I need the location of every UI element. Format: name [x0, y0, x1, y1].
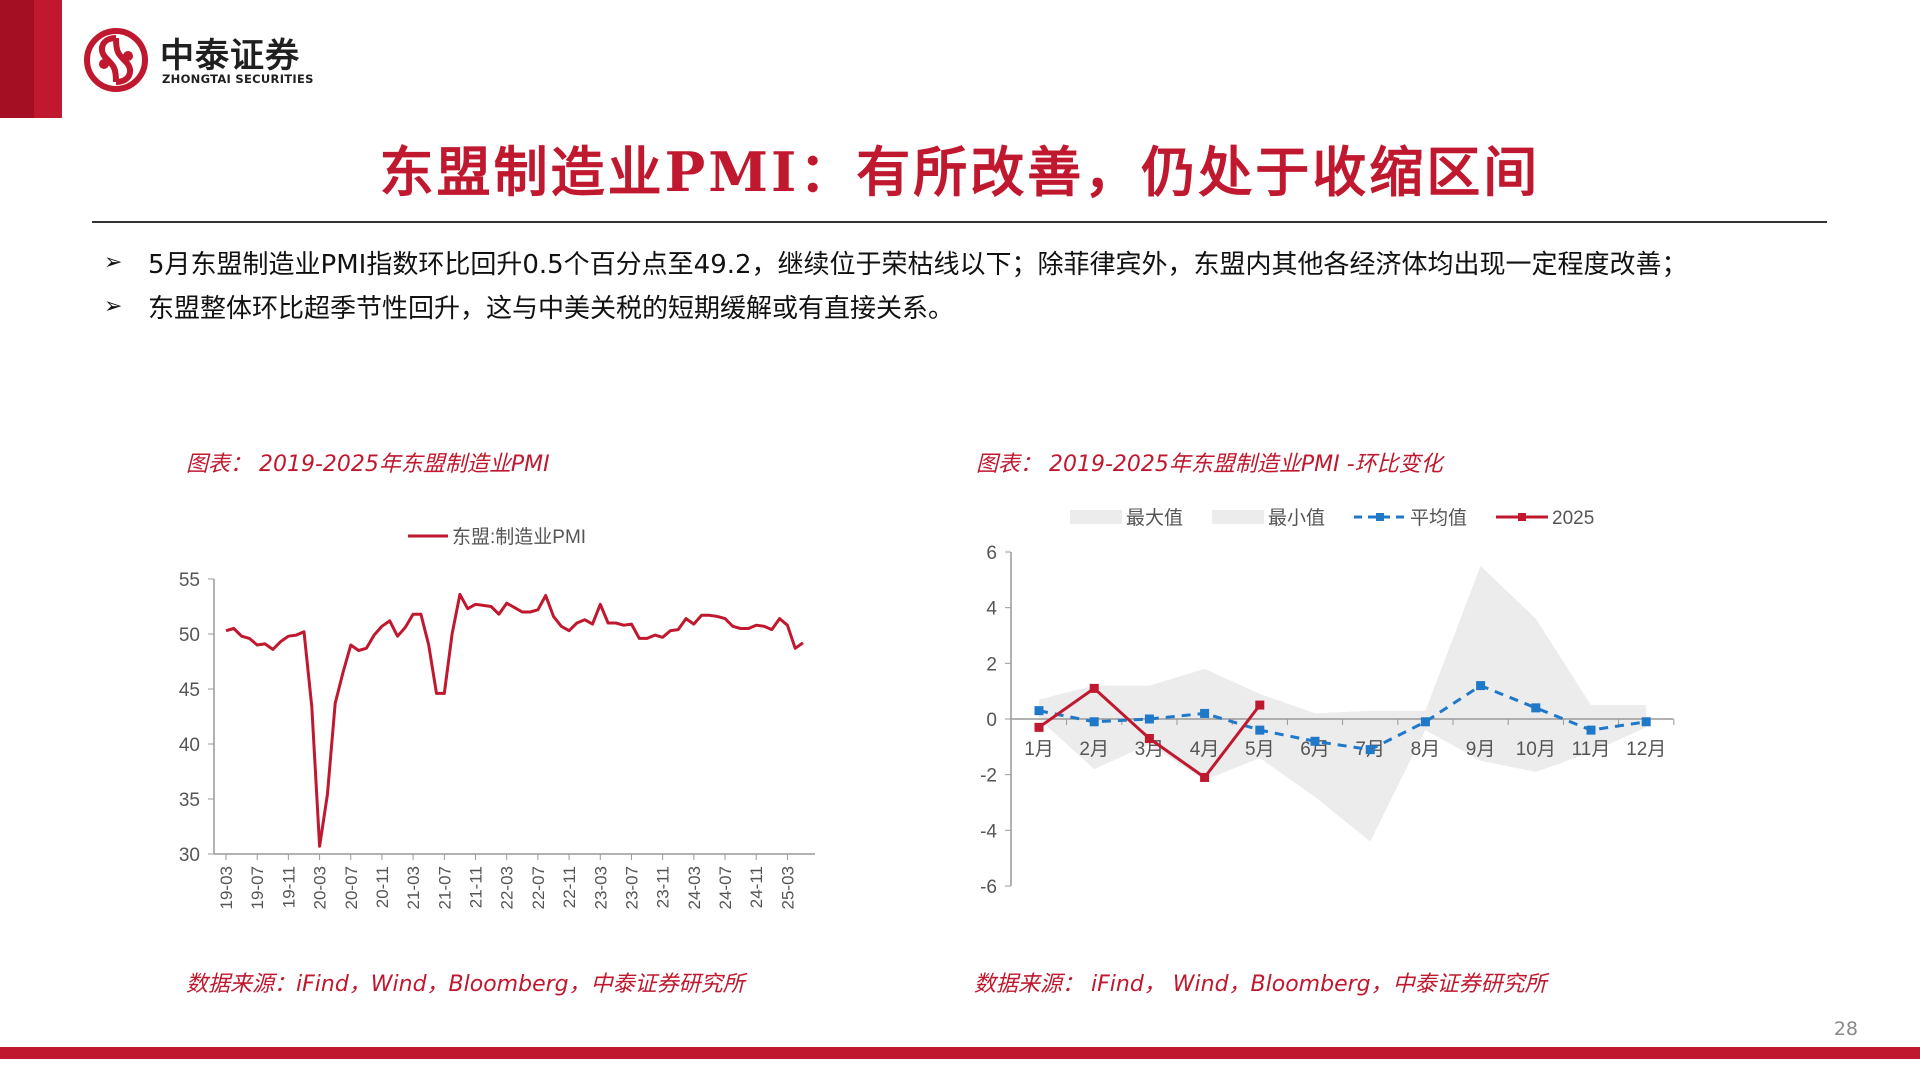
x-tick-label: 23-11: [654, 866, 673, 908]
brand-logo: 中泰证券 ZHONGTAI SECURITIES: [84, 28, 344, 92]
y-tick-label: 0: [986, 710, 997, 731]
y-tick-label: -4: [980, 821, 997, 842]
range-band: [1039, 565, 1647, 842]
point-avg: [1200, 708, 1210, 718]
point-avg: [1310, 736, 1320, 746]
point-avg: [1586, 725, 1596, 735]
x-tick-label: 22-07: [529, 866, 548, 909]
chart2-caption: 图表： 2019-2025年东盟制造业PMI -环比变化: [976, 452, 1443, 477]
x-tick-label: 24-11: [747, 866, 766, 908]
legend-label-2025: 2025: [1552, 508, 1594, 529]
series-line-pmi: [225, 592, 804, 848]
chart1-caption: 图表： 2019-2025年东盟制造业PMI: [186, 452, 550, 477]
chart2-source: 数据来源： iFind， Wind，Bloomberg，中泰证券研究所: [974, 972, 1547, 997]
x-tick-label: 20-11: [373, 866, 392, 908]
x-tick-label: 21-11: [467, 866, 486, 908]
legend-label-max: 最大值: [1126, 507, 1183, 529]
x-tick-label: 10月: [1516, 739, 1556, 760]
point-avg: [1531, 703, 1541, 713]
brand-name-en: ZHONGTAI SECURITIES: [162, 72, 314, 86]
x-tick-label: 2月: [1079, 739, 1109, 760]
x-tick-label: 5月: [1245, 739, 1275, 760]
brand-mark-icon: [84, 28, 148, 92]
pmi-mom-chart: 最大值最小值平均值2025-6-4-202461月2月3月4月5月6月7月8月9…: [980, 507, 1675, 898]
y-tick-label: 45: [179, 680, 200, 701]
point-2025: [1200, 772, 1210, 782]
point-avg: [1420, 717, 1430, 727]
footer-bar: [0, 1047, 1920, 1059]
y-tick-label: 30: [179, 845, 200, 866]
point-avg: [1034, 706, 1044, 716]
legend-swatch-max: [1070, 510, 1122, 524]
legend-swatch-min: [1212, 510, 1264, 524]
x-tick-label: 24-07: [716, 866, 735, 909]
bullet-item: ➢ 5月东盟制造业PMI指数环比回升0.5个百分点至49.2，继续位于荣枯线以下…: [104, 240, 1688, 284]
bullet-text: 5月东盟制造业PMI指数环比回升0.5个百分点至49.2，继续位于荣枯线以下；除…: [148, 249, 1688, 280]
x-tick-label: 23-03: [591, 866, 610, 909]
x-tick-label: 20-07: [342, 866, 361, 909]
x-tick-label: 9月: [1466, 739, 1496, 760]
point-2025: [1089, 683, 1099, 693]
y-tick-label: -6: [980, 877, 997, 898]
arrow-bullet-icon: ➢: [104, 293, 123, 319]
y-tick-label: 35: [179, 790, 200, 811]
x-tick-label: 20-03: [311, 866, 330, 909]
page-number: 28: [1833, 1018, 1858, 1040]
point-avg: [1641, 717, 1651, 727]
legend-marker-2025: [1518, 513, 1526, 521]
x-tick-label: 22-03: [498, 866, 517, 909]
x-tick-label: 6月: [1300, 739, 1330, 760]
corner-accent-bar: [0, 0, 34, 118]
x-tick-label: 23-07: [622, 866, 641, 909]
bullet-text: 东盟整体环比超季节性回升，这与中美关税的短期缓解或有直接关系。: [148, 293, 955, 324]
y-tick-label: 40: [179, 735, 200, 756]
slide-title: 东盟制造业PMI：有所改善，仍处于收缩区间: [379, 140, 1541, 204]
arrow-bullet-icon: ➢: [104, 249, 123, 275]
y-tick-label: 55: [179, 570, 200, 591]
y-tick-label: 2: [986, 654, 997, 675]
legend-marker-avg: [1376, 513, 1384, 521]
x-tick-label: 21-03: [404, 866, 423, 909]
legend-label-min: 最小值: [1268, 507, 1325, 529]
x-tick-label: 21-07: [435, 866, 454, 909]
x-tick-label: 19-07: [248, 866, 267, 909]
point-avg: [1089, 717, 1099, 727]
point-2025: [1034, 722, 1044, 732]
y-tick-label: 50: [179, 625, 200, 646]
point-avg: [1255, 725, 1265, 735]
legend-label-pmi: 东盟:制造业PMI: [452, 526, 586, 548]
legend-label-avg: 平均值: [1410, 507, 1467, 529]
corner-accent-bar-light: [34, 0, 62, 118]
x-tick-label: 19-03: [217, 866, 236, 909]
bullet-item: ➢ 东盟整体环比超季节性回升，这与中美关税的短期缓解或有直接关系。: [104, 284, 1688, 328]
x-tick-label: 8月: [1411, 739, 1441, 760]
chart1-source: 数据来源：iFind，Wind，Bloomberg，中泰证券研究所: [186, 972, 745, 997]
bullet-list: ➢ 5月东盟制造业PMI指数环比回升0.5个百分点至49.2，继续位于荣枯线以下…: [104, 240, 1688, 328]
x-tick-label: 1月: [1024, 739, 1054, 760]
x-tick-label: 25-03: [778, 866, 797, 909]
x-tick-label: 22-11: [560, 866, 579, 908]
y-tick-label: 4: [986, 599, 997, 620]
brand-name-cn: 中泰证券: [160, 36, 300, 76]
y-tick-label: -2: [980, 766, 997, 787]
pmi-line-chart: 东盟:制造业PMI 30 35 40 45 50 55 19-03 19-07 19-11 20-0…: [179, 526, 815, 909]
x-tick-label: 12月: [1626, 739, 1666, 760]
point-avg: [1144, 714, 1154, 724]
y-tick-label: 6: [986, 543, 997, 564]
x-tick-label: 4月: [1190, 739, 1220, 760]
x-tick-label: 11月: [1572, 739, 1611, 760]
point-2025: [1255, 700, 1265, 710]
x-tick-label: 24-03: [685, 866, 704, 909]
point-avg: [1476, 681, 1486, 691]
title-divider: [92, 221, 1827, 223]
point-2025: [1144, 733, 1154, 743]
x-tick-label: 19-11: [279, 866, 298, 908]
series-line-avg: [1038, 684, 1647, 752]
point-avg: [1365, 745, 1375, 755]
